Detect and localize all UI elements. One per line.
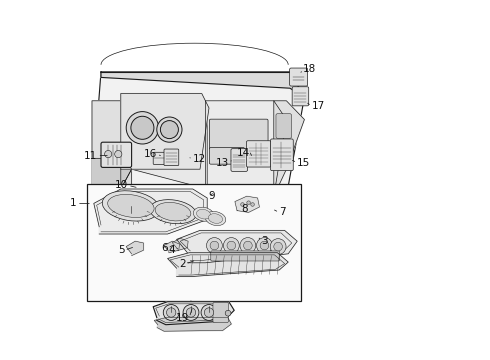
Ellipse shape	[155, 202, 191, 221]
Circle shape	[210, 241, 219, 250]
Polygon shape	[126, 241, 144, 256]
Polygon shape	[101, 72, 304, 97]
Polygon shape	[235, 196, 259, 212]
FancyBboxPatch shape	[153, 152, 166, 165]
Circle shape	[260, 241, 269, 250]
FancyBboxPatch shape	[213, 302, 228, 323]
Text: 5: 5	[118, 245, 124, 255]
Circle shape	[270, 239, 286, 255]
Ellipse shape	[193, 207, 214, 221]
Circle shape	[240, 238, 256, 253]
Polygon shape	[121, 94, 207, 189]
Circle shape	[244, 241, 252, 250]
Polygon shape	[274, 101, 304, 196]
Circle shape	[223, 238, 239, 253]
Circle shape	[163, 305, 179, 320]
Polygon shape	[92, 158, 132, 189]
Text: 11: 11	[84, 150, 98, 161]
Circle shape	[157, 117, 182, 142]
Text: 2: 2	[179, 259, 186, 269]
FancyBboxPatch shape	[209, 119, 268, 149]
FancyBboxPatch shape	[209, 148, 245, 164]
Circle shape	[247, 201, 250, 204]
FancyBboxPatch shape	[231, 149, 247, 171]
Ellipse shape	[196, 210, 211, 219]
Polygon shape	[92, 72, 304, 196]
Text: 10: 10	[115, 180, 128, 190]
Circle shape	[167, 308, 176, 317]
Text: 7: 7	[279, 207, 286, 217]
Circle shape	[227, 241, 236, 250]
Ellipse shape	[205, 211, 226, 226]
FancyBboxPatch shape	[290, 68, 308, 86]
Text: 19: 19	[176, 312, 189, 323]
Circle shape	[274, 242, 282, 251]
Circle shape	[186, 308, 196, 317]
Text: 4: 4	[168, 245, 175, 255]
Text: 6: 6	[161, 243, 168, 253]
Polygon shape	[164, 241, 179, 253]
Text: 15: 15	[297, 158, 311, 168]
Polygon shape	[172, 238, 188, 251]
Polygon shape	[176, 230, 297, 263]
Text: 18: 18	[303, 64, 316, 74]
Ellipse shape	[208, 214, 222, 223]
Circle shape	[257, 238, 272, 253]
Text: 14: 14	[237, 148, 250, 158]
Polygon shape	[92, 101, 132, 189]
Text: 9: 9	[208, 191, 215, 201]
Text: 1: 1	[70, 198, 77, 208]
Circle shape	[115, 150, 122, 158]
Text: 17: 17	[312, 101, 325, 111]
FancyBboxPatch shape	[101, 142, 132, 167]
Circle shape	[126, 112, 159, 144]
Circle shape	[241, 203, 245, 206]
Circle shape	[225, 310, 231, 316]
Circle shape	[201, 305, 217, 320]
Polygon shape	[168, 253, 288, 276]
Ellipse shape	[108, 194, 154, 217]
Polygon shape	[94, 189, 207, 234]
Ellipse shape	[102, 191, 159, 221]
Circle shape	[183, 305, 199, 320]
Circle shape	[160, 121, 178, 139]
Circle shape	[104, 150, 112, 158]
Text: 8: 8	[242, 204, 248, 214]
FancyBboxPatch shape	[211, 251, 280, 261]
Text: 13: 13	[216, 158, 229, 168]
FancyBboxPatch shape	[292, 87, 309, 106]
Bar	[87, 184, 301, 301]
Text: 3: 3	[261, 236, 268, 246]
Circle shape	[131, 116, 154, 139]
FancyBboxPatch shape	[164, 149, 179, 166]
Circle shape	[251, 203, 254, 206]
Polygon shape	[153, 302, 234, 325]
Polygon shape	[121, 94, 209, 169]
Circle shape	[206, 238, 222, 253]
Polygon shape	[154, 318, 231, 331]
Text: 16: 16	[144, 149, 157, 159]
FancyBboxPatch shape	[270, 139, 293, 171]
FancyBboxPatch shape	[276, 114, 292, 138]
Ellipse shape	[150, 200, 196, 224]
Circle shape	[204, 308, 214, 317]
Text: 12: 12	[193, 154, 206, 164]
FancyBboxPatch shape	[246, 141, 271, 167]
FancyBboxPatch shape	[276, 144, 290, 165]
Polygon shape	[205, 101, 286, 196]
